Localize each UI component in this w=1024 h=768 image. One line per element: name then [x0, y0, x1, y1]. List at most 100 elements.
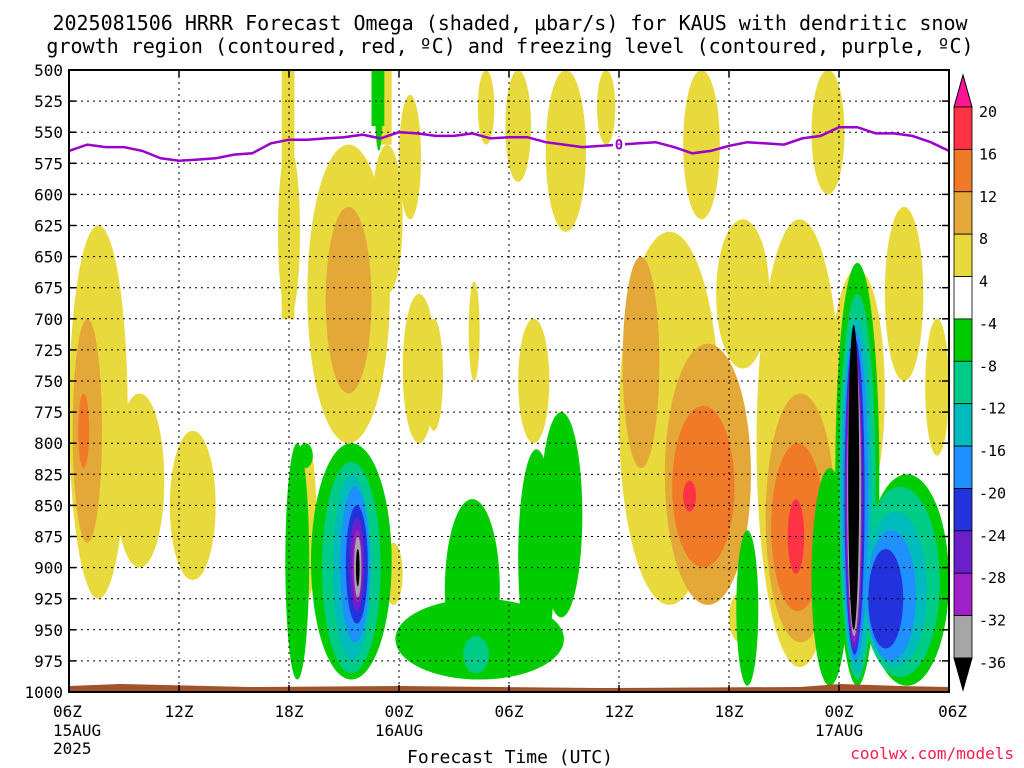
colorbar-label: -16 [979, 442, 1006, 460]
y-tick-label: 1000 [24, 683, 63, 702]
omega-region [736, 530, 759, 686]
y-tick-label: 950 [34, 621, 63, 640]
y-tick-label: 700 [34, 310, 63, 329]
y-tick-label: 925 [34, 590, 63, 609]
y-tick-label: 975 [34, 652, 63, 671]
omega-region [78, 393, 90, 469]
omega-region [285, 443, 310, 680]
chart-title-line-2: growth region (contoured, red, ºC) and f… [46, 34, 973, 58]
omega-region [399, 94, 421, 220]
x-tick-label: 06Z [53, 702, 82, 721]
y-tick-label: 675 [34, 279, 63, 298]
omega-region [169, 430, 216, 581]
y-tick-label: 750 [34, 372, 63, 391]
y-tick-label: 900 [34, 559, 63, 578]
omega-region [683, 70, 720, 220]
y-axis-ticks: 500 525 550 575 600 625 650 675 700 725 750 775 800 8… [24, 61, 949, 702]
omega-region [114, 393, 165, 568]
y-tick-label: 775 [34, 403, 63, 422]
y-tick-label: 650 [34, 248, 63, 267]
x-tick-year: 2025 [53, 739, 92, 758]
colorbar-bin [953, 106, 973, 150]
omega-shading [69, 70, 949, 686]
colorbar-bin [953, 191, 973, 235]
freezing-label-bg [613, 136, 625, 153]
colorbar-bin [953, 148, 973, 193]
y-tick-label: 575 [34, 154, 63, 173]
credit-link[interactable]: coolwx.com/models [850, 744, 1014, 763]
colorbar-bin [953, 318, 973, 362]
x-tick-label: 06Z [495, 702, 524, 721]
omega-region [463, 636, 489, 674]
y-tick-label: 725 [34, 341, 63, 360]
y-tick-label: 800 [34, 434, 63, 453]
omega-region [545, 70, 586, 232]
omega-region [325, 206, 372, 394]
omega-region [278, 144, 300, 319]
colorbar-label: -4 [979, 315, 997, 333]
colorbar-label: -32 [979, 612, 1006, 630]
omega-region [375, 70, 383, 151]
omega-region [468, 281, 480, 381]
x-tick-label: 00Z [825, 702, 854, 721]
omega-region [848, 325, 860, 630]
freezing-level-label: 0 [615, 138, 623, 154]
omega-region [672, 405, 735, 568]
colorbar-bin [953, 572, 973, 617]
colorbar-label: -36 [979, 654, 1006, 672]
x-axis-title: Forecast Time (UTC) [407, 747, 613, 768]
colorbar-bin [953, 530, 973, 574]
colorbar-label: 20 [979, 103, 997, 121]
x-tick-label: 06Z [938, 702, 967, 721]
y-tick-label: 825 [34, 465, 63, 484]
chart-title-line-1: 2025081506 HRRR Forecast Omega (shaded, … [52, 11, 968, 35]
colorbar-bin [953, 615, 973, 659]
y-tick-label: 625 [34, 217, 63, 236]
x-tick-label: 12Z [605, 702, 634, 721]
x-tick-date: 17AUG [815, 721, 863, 740]
colorbar-label: -12 [979, 400, 1006, 418]
colorbar-label: 12 [979, 188, 997, 206]
omega-region [371, 144, 403, 294]
y-tick-label: 600 [34, 185, 63, 204]
x-tick-date: 15AUG [53, 721, 101, 740]
y-tick-label: 500 [34, 61, 63, 80]
omega-region [683, 480, 696, 512]
freezing-level-line [68, 125, 950, 163]
colorbar-label: -8 [979, 357, 997, 375]
colorbar-label: 4 [979, 273, 988, 291]
x-tick-label: 18Z [715, 702, 744, 721]
colorbar-bin [953, 403, 973, 447]
omega-region [424, 318, 444, 431]
y-tick-label: 850 [34, 496, 63, 515]
omega-region [884, 206, 924, 381]
freezing-level-contour: 0 [68, 125, 950, 163]
colorbar-bin [953, 233, 973, 277]
colorbar-label: 8 [979, 230, 988, 248]
x-tick-label: 00Z [385, 702, 414, 721]
y-tick-label: 550 [34, 123, 63, 142]
colorbar-label: 16 [979, 145, 997, 163]
x-tick-date: 16AUG [375, 721, 423, 740]
omega-region [597, 70, 616, 145]
colorbar-bin [953, 445, 973, 489]
colorbar-bottom-arrow [953, 657, 973, 692]
omega-region [622, 256, 660, 469]
omega-region [540, 412, 583, 618]
omega-region [477, 70, 495, 145]
omega-region [444, 499, 500, 680]
colorbar-bin [953, 360, 973, 405]
omega-region [505, 70, 531, 182]
y-tick-label: 875 [34, 528, 63, 547]
colorbar-bin [953, 488, 973, 532]
x-tick-label: 12Z [165, 702, 194, 721]
colorbar-top-arrow [953, 73, 973, 108]
y-tick-label: 525 [34, 92, 63, 111]
colorbar-bin [953, 276, 973, 320]
omega-region [925, 318, 949, 456]
colorbar: 20 16 12 8 4 -4 -8 -12 -16 -20 -24 -28 -32 -36 [953, 73, 1006, 692]
colorbar-label: -20 [979, 484, 1006, 502]
colorbar-label: -28 [979, 569, 1006, 587]
